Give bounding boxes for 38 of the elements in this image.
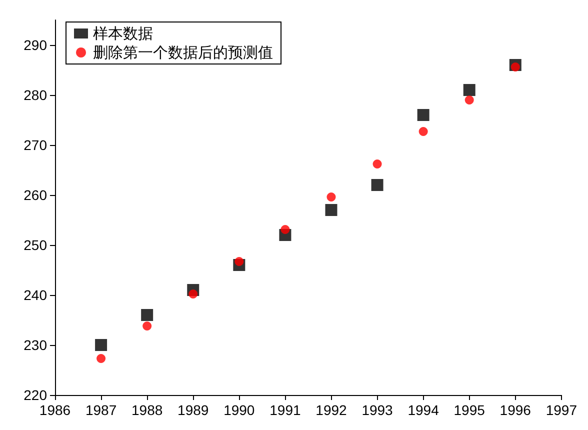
y-tick-label: 280 — [24, 87, 48, 103]
y-tick-label: 270 — [24, 137, 48, 153]
point — [142, 322, 152, 330]
point — [141, 309, 154, 321]
point — [418, 127, 428, 136]
y-tick-label: 260 — [24, 187, 48, 203]
point — [96, 354, 106, 363]
point — [95, 339, 108, 351]
y-tick-label: 230 — [24, 337, 48, 353]
y-tick-label: 250 — [24, 237, 48, 253]
y-tick-label: 290 — [24, 37, 48, 53]
x-tick-label: 1995 — [454, 402, 486, 418]
x-tick-label: 1997 — [546, 402, 578, 418]
legend-label: 删除第一个数据后的预测值 — [93, 44, 273, 62]
point — [417, 109, 430, 121]
x-tick-label: 1992 — [316, 402, 348, 418]
point — [464, 96, 474, 104]
x-tick-label: 1993 — [362, 402, 394, 418]
x-tick-label: 1994 — [408, 402, 440, 418]
point — [280, 225, 290, 234]
x-tick-label: 1990 — [224, 402, 255, 418]
x-tick-label: 1991 — [270, 402, 301, 418]
point — [371, 179, 384, 191]
point — [510, 62, 520, 72]
x-tick-label: 1989 — [178, 402, 209, 418]
x-tick-label: 1986 — [39, 402, 71, 418]
x-tick-label: 1987 — [85, 402, 117, 418]
y-tick-label: 240 — [24, 287, 48, 303]
point — [234, 257, 244, 266]
legend-label: 样本数据 — [93, 24, 153, 42]
point — [372, 160, 382, 168]
point — [325, 204, 338, 216]
point — [188, 290, 198, 298]
x-tick-label: 1996 — [500, 402, 532, 418]
point — [463, 84, 476, 96]
y-tick-label: 220 — [24, 387, 48, 403]
point — [326, 192, 336, 202]
x-tick-label: 1988 — [132, 402, 163, 418]
